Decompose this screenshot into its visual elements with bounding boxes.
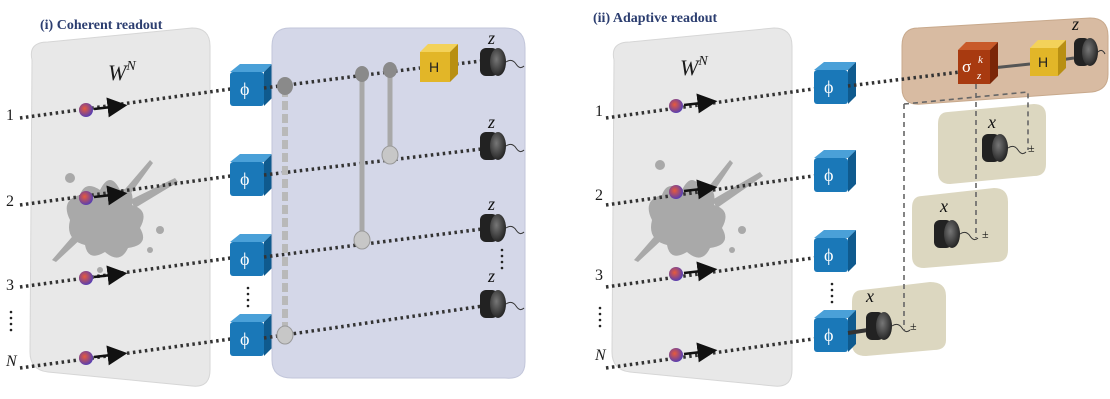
row-label-1-right: 1 xyxy=(595,103,603,120)
svg-text:x: x xyxy=(987,112,996,132)
hadamard-gate-left: H xyxy=(420,44,458,82)
phi-ellipsis-left xyxy=(246,286,250,308)
qubits-right xyxy=(669,93,718,363)
phi-gate-n-left: ϕ xyxy=(230,314,272,356)
phi-gate-1-left: ϕ xyxy=(230,64,272,106)
phi-gate-3-right: ϕ xyxy=(814,230,856,272)
row-label-2-right: 2 xyxy=(595,187,603,204)
svg-text:z: z xyxy=(976,70,982,82)
phi-gate-1-right: ϕ xyxy=(814,62,856,104)
phi-gate-2-right: ϕ xyxy=(814,150,856,192)
z-measurement-1-left: z xyxy=(480,28,525,76)
z-measurement-n-left: z xyxy=(480,266,525,318)
svg-text:ϕ: ϕ xyxy=(824,325,833,345)
svg-text:ϕ: ϕ xyxy=(824,165,833,185)
row-label-n-left: N xyxy=(5,353,18,370)
qubit-lines-left xyxy=(19,86,239,370)
svg-text:ϕ: ϕ xyxy=(824,77,833,97)
svg-text:H: H xyxy=(429,59,439,75)
phi-gate-n-right: ϕ xyxy=(814,310,856,352)
svg-text:±: ± xyxy=(1028,141,1035,155)
phi-gate-2-left: ϕ xyxy=(230,154,272,196)
phi-ellipsis-right xyxy=(830,282,834,304)
svg-text:z: z xyxy=(1071,14,1079,34)
row-label-2-left: 2 xyxy=(6,193,14,210)
z-measurement-3-left: z xyxy=(480,194,525,242)
svg-text:x: x xyxy=(865,286,874,306)
left-panel-title: (i) Coherent readout xyxy=(40,18,163,33)
row-label-n-right: N xyxy=(594,347,607,364)
x-measurement-2: x ± xyxy=(982,112,1035,162)
qubits-left xyxy=(79,97,128,366)
classical-feedback-lines xyxy=(903,84,1029,330)
row-label-3-right: 3 xyxy=(595,267,603,284)
svg-text:ϕ: ϕ xyxy=(240,169,249,189)
coherent-readout-panel xyxy=(271,27,526,379)
z-measurement-right: z xyxy=(1071,14,1106,66)
meas-ellipsis-left xyxy=(500,248,504,270)
phi-gate-3-left: ϕ xyxy=(230,234,272,276)
svg-text:ϕ: ϕ xyxy=(240,329,249,349)
row-label-3-left: 3 xyxy=(6,277,14,294)
svg-text:z: z xyxy=(487,28,495,48)
x-measurement-n: x ± xyxy=(847,286,917,340)
row-ellipsis-right xyxy=(598,306,602,328)
x-measurement-box-3 xyxy=(912,188,1008,268)
svg-text:x: x xyxy=(939,196,948,216)
svg-text:±: ± xyxy=(910,319,917,333)
svg-text:σ: σ xyxy=(962,57,971,76)
row-label-1-left: 1 xyxy=(6,107,14,124)
svg-text:z: z xyxy=(487,266,495,286)
adaptive-readout-panel xyxy=(901,17,1109,105)
svg-text:k: k xyxy=(978,54,984,66)
z-measurement-2-left: z xyxy=(480,112,525,160)
svg-text:ϕ: ϕ xyxy=(240,249,249,269)
svg-text:ϕ: ϕ xyxy=(824,245,833,265)
cnot-network xyxy=(276,62,399,345)
svg-text:z: z xyxy=(487,112,495,132)
svg-text:±: ± xyxy=(982,227,989,241)
sigma-z-gate: σ k z xyxy=(958,42,998,84)
svg-text:z: z xyxy=(487,194,495,214)
x-measurement-3: x ± xyxy=(934,196,989,248)
svg-text:H: H xyxy=(1038,54,1048,70)
right-panel-title: (ii) Adaptive readout xyxy=(593,11,718,26)
wn-label-left: WN xyxy=(108,59,136,85)
wn-label-right: WN xyxy=(680,54,708,80)
svg-text:ϕ: ϕ xyxy=(240,79,249,99)
row-ellipsis-left xyxy=(9,310,13,332)
hadamard-gate-right: H xyxy=(1030,40,1066,76)
